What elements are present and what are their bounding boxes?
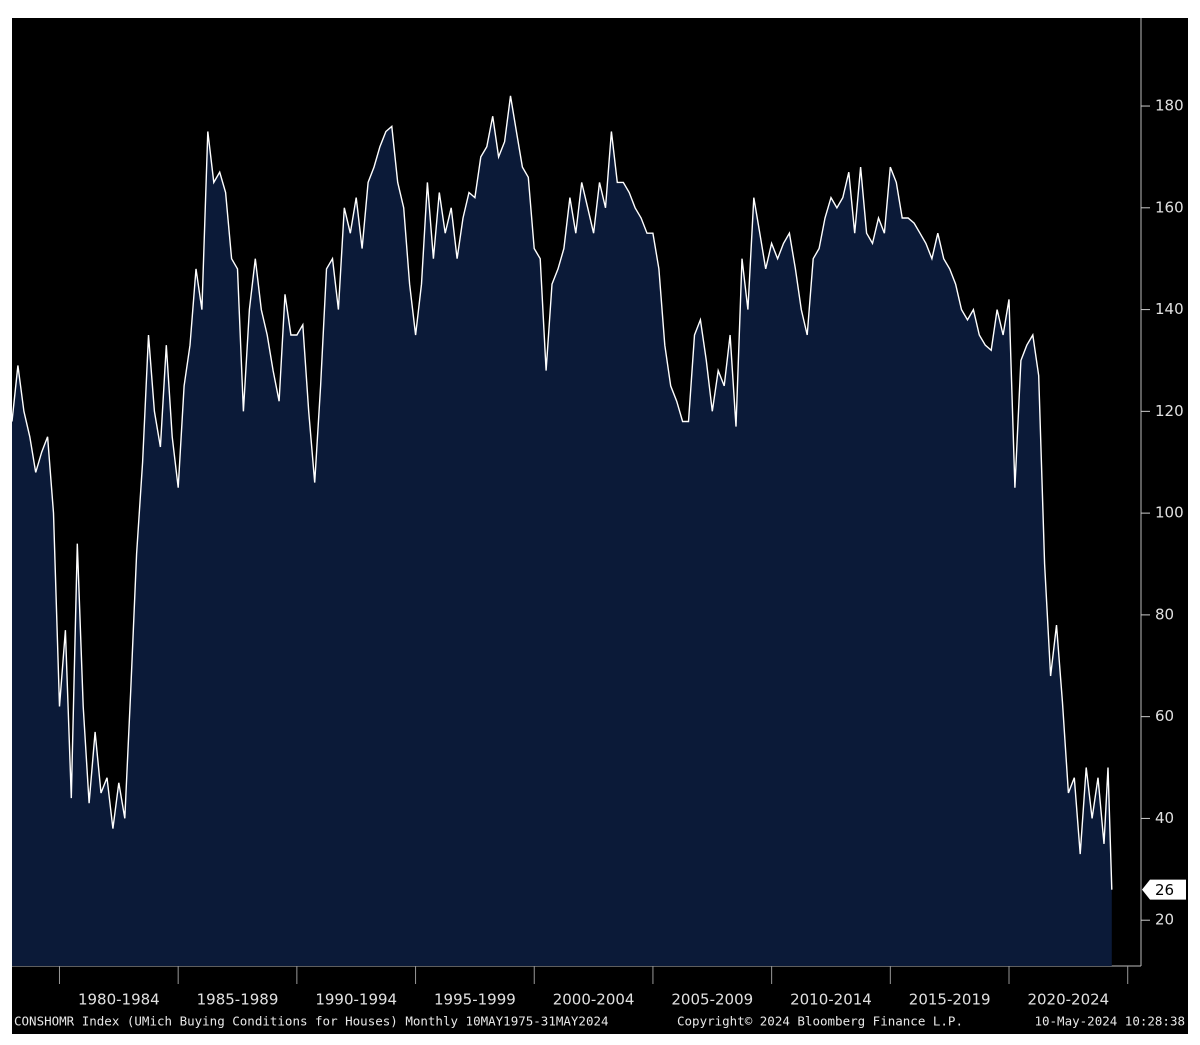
x-tick-label: 1995-1999 <box>434 991 516 1009</box>
footer-timestamp: 10-May-2024 10:28:38 <box>1034 1014 1185 1029</box>
y-tick-label: 160 <box>1155 198 1184 216</box>
x-tick-label: 1990-1994 <box>315 991 397 1009</box>
last-value-tag <box>1142 879 1186 900</box>
y-tick-label: 40 <box>1155 809 1174 827</box>
y-tick-label: 140 <box>1155 300 1184 318</box>
y-tick-label: 80 <box>1155 605 1174 623</box>
x-tick-label: 2015-2019 <box>909 991 991 1009</box>
x-tick-label: 1985-1989 <box>197 991 279 1009</box>
x-tick-label: 2010-2014 <box>790 991 872 1009</box>
y-tick-label: 180 <box>1155 97 1184 115</box>
line <box>11 95 1113 890</box>
x-tick-label: 2020-2024 <box>1027 991 1109 1009</box>
x-tick-label: 2005-2009 <box>671 991 753 1009</box>
footer-copyright: Copyright© 2024 Bloomberg Finance L.P. <box>677 1014 963 1029</box>
last-value-label: 26 <box>1155 881 1174 899</box>
y-tick-label: 60 <box>1155 707 1174 725</box>
y-tick-label: 20 <box>1155 911 1174 929</box>
area <box>12 95 1112 966</box>
x-tick-label: 1980-1984 <box>78 991 160 1009</box>
footer-source: CONSHOMR Index (UMich Buying Conditions … <box>14 1014 609 1029</box>
y-tick-label: 120 <box>1155 402 1184 420</box>
x-tick-label: 2000-2004 <box>553 991 635 1009</box>
y-tick-label: 100 <box>1155 504 1184 522</box>
